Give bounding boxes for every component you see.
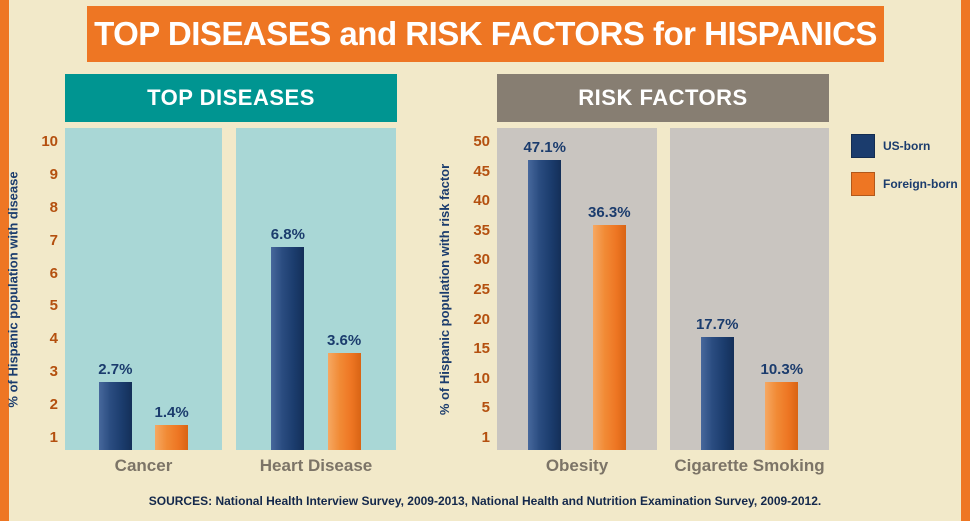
risk-factors-header-label: RISK FACTORS — [578, 85, 748, 110]
bar-group-foreign-born-cigarette-smoking: 10.3% — [760, 128, 804, 450]
legend: US-born Foreign-born — [851, 134, 961, 210]
bar-group-us-born-cancer: 2.7% — [98, 128, 133, 450]
y-axis-tick: 30 — [473, 251, 490, 269]
y-axis-tick: 5 — [49, 297, 58, 315]
bar-value-label: 3.6% — [327, 331, 362, 349]
us-born-swatch-icon — [851, 134, 875, 158]
risk-y-axis: 50 45 40 35 30 25 20 15 10 5 1 — [450, 128, 490, 450]
bar-value-label: 47.1% — [523, 138, 566, 156]
bar-group-us-born-obesity: 47.1% — [523, 128, 566, 450]
bar-group-foreign-born-cancer: 1.4% — [155, 128, 189, 450]
bar-us-born-obesity — [528, 159, 562, 450]
legend-item-foreign-born: Foreign-born — [851, 172, 961, 196]
bar-group-us-born-heart-disease: 6.8% — [271, 128, 305, 450]
y-axis-tick: 20 — [473, 310, 490, 328]
top-diseases-header-label: TOP DISEASES — [147, 85, 315, 110]
bar-value-label: 2.7% — [98, 361, 133, 379]
y-axis-tick: 9 — [49, 165, 58, 183]
left-accent-bar — [0, 0, 9, 521]
bar-foreign-born-obesity — [592, 224, 626, 450]
bar-us-born-cigarette-smoking — [700, 337, 734, 450]
y-axis-tick: 50 — [473, 133, 490, 150]
y-axis-tick: 5 — [481, 399, 490, 417]
page-title: TOP DISEASES and RISK FACTORS for HISPAN… — [94, 15, 877, 52]
diseases-y-axis: 10 9 8 7 6 5 4 3 2 1 — [18, 128, 58, 450]
category-label-heart-disease: Heart Disease — [259, 456, 373, 475]
y-axis-tick: 3 — [49, 363, 58, 381]
y-axis-tick: 35 — [473, 221, 490, 239]
legend-label-foreign-born: Foreign-born — [883, 177, 958, 191]
bar-value-label: 17.7% — [695, 316, 739, 334]
category-label-cigarette-smoking: Cigarette Smoking — [674, 456, 825, 475]
y-axis-tick: 7 — [49, 231, 58, 249]
bar-us-born-heart-disease — [271, 247, 305, 450]
y-axis-tick: 10 — [473, 369, 490, 387]
bar-group-foreign-born-obesity: 36.3% — [588, 128, 631, 450]
y-axis-tick: 2 — [49, 396, 58, 414]
bar-value-label: 1.4% — [154, 403, 189, 421]
legend-label-us-born: US-born — [883, 139, 931, 153]
bar-foreign-born-cancer — [155, 424, 189, 450]
y-axis-tick: 45 — [473, 162, 490, 180]
sources-text: SOURCES: National Health Interview Surve… — [148, 494, 822, 508]
bar-group-us-born-cigarette-smoking: 17.7% — [696, 128, 739, 450]
y-axis-tick: 1 — [481, 429, 490, 446]
bar-group-foreign-born-heart-disease: 3.6% — [327, 128, 361, 450]
bar-value-label: 36.3% — [588, 203, 631, 221]
bar-value-label: 6.8% — [270, 226, 305, 244]
category-label-obesity: Obesity — [545, 456, 609, 475]
y-axis-tick: 4 — [49, 330, 58, 348]
legend-item-us-born: US-born — [851, 134, 961, 158]
y-axis-tick: 25 — [473, 281, 490, 298]
foreign-born-swatch-icon — [851, 172, 875, 196]
y-axis-tick: 15 — [473, 340, 490, 358]
top-diseases-header: TOP DISEASES — [65, 74, 397, 122]
risk-factors-header: RISK FACTORS — [497, 74, 829, 122]
y-axis-tick: 6 — [49, 264, 58, 282]
panel-obesity: 47.1% 36.3% — [497, 128, 657, 450]
bar-value-label: 10.3% — [760, 360, 804, 378]
panel-cancer: 2.7% 1.4% — [65, 128, 222, 450]
y-axis-tick: 1 — [49, 429, 58, 446]
bar-foreign-born-cigarette-smoking — [765, 381, 799, 450]
right-accent-bar — [961, 0, 970, 521]
category-label-cancer: Cancer — [114, 456, 173, 475]
y-axis-tick: 8 — [49, 198, 58, 216]
y-axis-tick: 40 — [473, 192, 490, 210]
bar-foreign-born-heart-disease — [327, 352, 361, 450]
panel-cigarette-smoking: 17.7% 10.3% — [670, 128, 829, 450]
bar-us-born-cancer — [98, 382, 132, 450]
y-axis-tick: 10 — [41, 133, 58, 150]
panel-heart-disease: 6.8% 3.6% — [236, 128, 396, 450]
title-banner: TOP DISEASES and RISK FACTORS for HISPAN… — [87, 6, 884, 62]
